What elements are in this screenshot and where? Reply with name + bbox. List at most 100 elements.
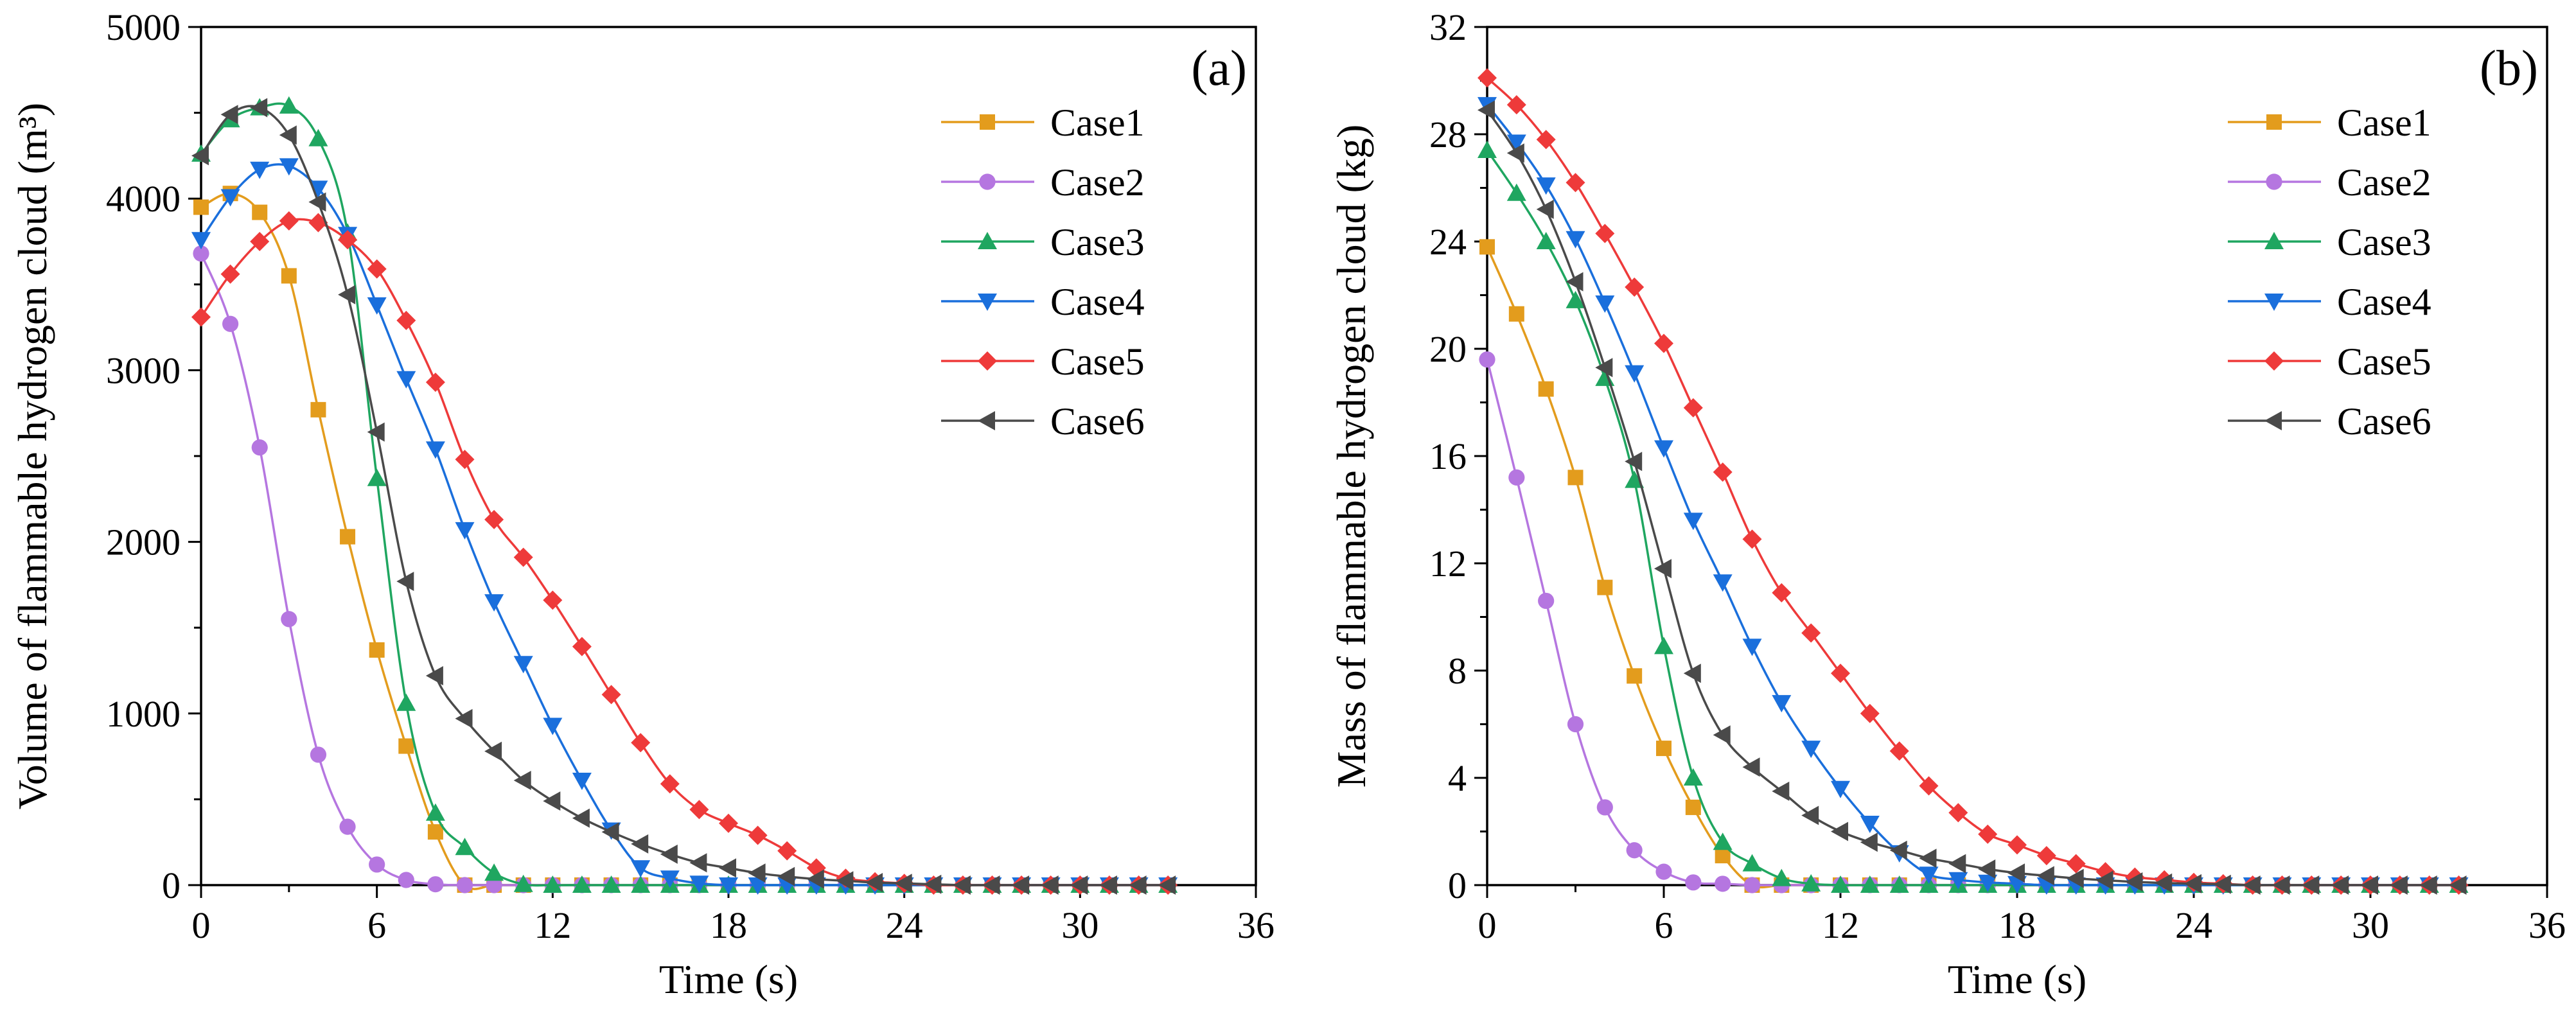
data-point	[396, 572, 414, 592]
data-point	[367, 259, 387, 279]
data-point	[1713, 574, 1733, 592]
data-point	[1478, 141, 1497, 158]
x-tick-label: 24	[2175, 904, 2212, 946]
series-case3	[1478, 141, 2469, 893]
data-point	[513, 547, 533, 567]
data-point	[1506, 95, 1526, 115]
data-point	[1536, 232, 1556, 249]
data-point	[369, 642, 385, 658]
data-point	[543, 875, 563, 893]
data-point	[631, 733, 651, 753]
data-point	[543, 791, 561, 811]
data-point	[719, 858, 736, 878]
legend-label: Case5	[2337, 340, 2431, 383]
data-point	[1889, 840, 1907, 860]
data-point	[748, 877, 768, 895]
data-point	[1860, 703, 1880, 723]
data-point	[1567, 470, 1584, 486]
series-line	[200, 163, 1169, 886]
data-point	[1566, 272, 1584, 292]
x-tick-label: 18	[710, 904, 747, 946]
legend-item: Case1	[941, 101, 1145, 144]
data-point	[2213, 874, 2231, 894]
data-point	[748, 825, 768, 845]
data-point	[1801, 874, 1821, 892]
y-tick-label: 28	[1429, 114, 1467, 155]
data-point	[222, 315, 239, 332]
legend-label: Case6	[2337, 400, 2431, 443]
data-point	[1683, 768, 1703, 786]
y-tick-label: 0	[1448, 865, 1467, 906]
data-point	[1508, 306, 1524, 322]
data-point	[2361, 875, 2378, 895]
panel-label: (b)	[2480, 40, 2538, 96]
x-tick-label: 6	[367, 904, 386, 946]
data-point	[338, 285, 356, 304]
series-line	[1486, 246, 2459, 889]
legend-item: Case6	[941, 400, 1145, 443]
x-tick-label: 12	[534, 904, 571, 946]
legend-item: Case4	[2228, 281, 2431, 323]
x-tick-label: 24	[886, 904, 923, 946]
data-point	[2302, 875, 2320, 895]
data-point	[2419, 875, 2437, 895]
data-point	[1595, 358, 1613, 378]
data-point	[484, 509, 504, 529]
y-tick-label: 2000	[106, 522, 181, 563]
data-point	[1978, 859, 1996, 879]
data-point	[1536, 130, 1556, 150]
series-line	[1486, 104, 2459, 886]
data-point	[1948, 803, 1968, 823]
data-point	[1536, 177, 1556, 195]
data-point	[1713, 832, 1733, 850]
data-point	[2095, 870, 2113, 890]
data-point	[689, 853, 707, 873]
y-tick-label: 24	[1429, 221, 1467, 263]
data-point	[1683, 513, 1703, 531]
legend-label: Case4	[1050, 281, 1145, 323]
data-point	[484, 863, 504, 881]
data-point	[2036, 866, 2054, 886]
series-case1	[193, 186, 1176, 893]
legend-label: Case5	[1050, 340, 1145, 383]
legend-marker	[978, 411, 995, 430]
data-point	[456, 877, 473, 893]
data-point	[660, 844, 678, 864]
data-point	[1743, 877, 1761, 893]
data-point	[367, 422, 385, 442]
data-point	[1656, 741, 1672, 757]
data-point	[1478, 100, 1495, 120]
data-point	[777, 866, 795, 886]
data-point	[1654, 637, 1673, 655]
data-point	[1742, 638, 1762, 656]
series-case2	[1479, 351, 2467, 893]
legend-marker	[2264, 294, 2284, 311]
data-point	[1978, 824, 1998, 844]
legend: Case1 Case2 Case3 Case4 Case5 Case6	[2228, 101, 2431, 443]
data-point	[1801, 741, 1821, 759]
data-point	[1919, 776, 1939, 796]
data-point	[631, 860, 651, 878]
data-point	[513, 656, 533, 674]
legend-label: Case1	[1050, 101, 1145, 144]
data-point	[689, 875, 709, 893]
data-point	[865, 873, 883, 892]
data-point	[1655, 863, 1672, 880]
panel-label: (a)	[1191, 40, 1247, 96]
data-point	[1831, 664, 1850, 683]
x-tick-label: 30	[1061, 904, 1098, 946]
x-axis-label: Time (s)	[659, 956, 798, 1002]
data-point	[1625, 277, 1645, 297]
y-tick-label: 4000	[106, 178, 181, 220]
data-point	[748, 863, 766, 883]
data-point	[191, 146, 209, 166]
data-point	[601, 875, 621, 893]
data-point	[572, 637, 592, 656]
chart-a-svg: 0 6 12 18 24 30 36 0 1000 2000 3000 4000 5000 Time (s…	[10, 6, 1275, 1002]
data-point	[1479, 351, 1495, 368]
data-point	[836, 871, 854, 891]
data-point	[2449, 875, 2467, 895]
x-tick-label: 0	[192, 904, 211, 946]
data-point	[2125, 872, 2143, 892]
data-point	[513, 771, 531, 790]
